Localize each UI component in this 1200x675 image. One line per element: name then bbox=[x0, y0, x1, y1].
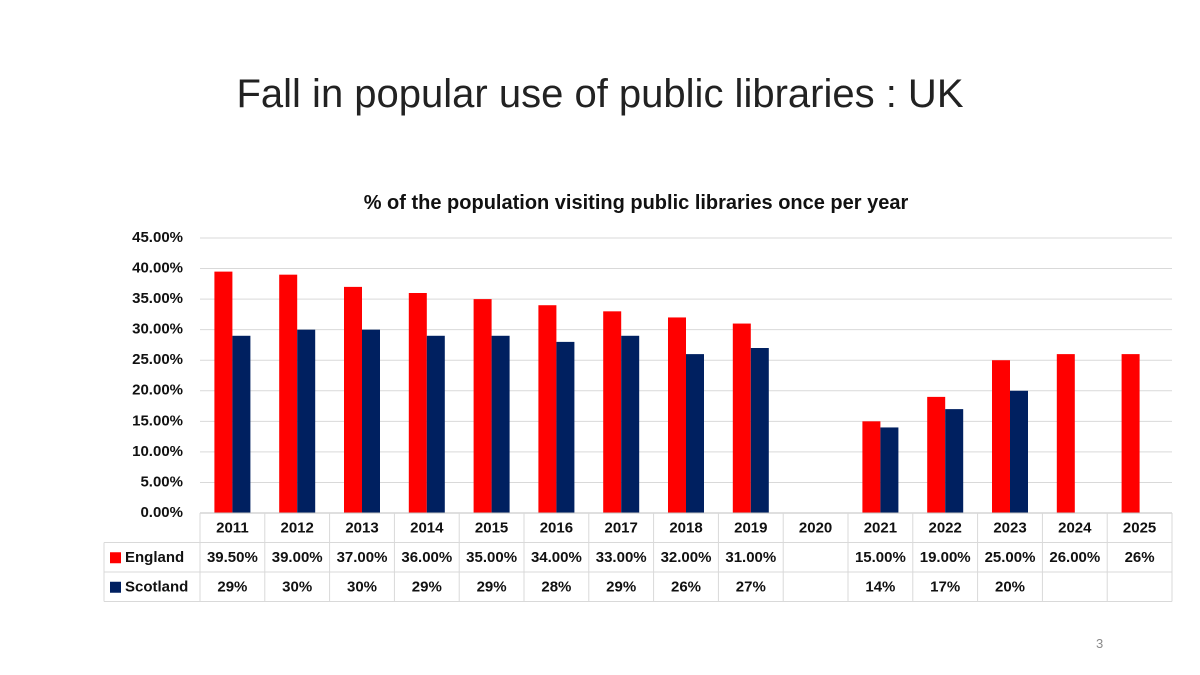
x-category-label: 2020 bbox=[799, 520, 832, 537]
data-label-scotland: 29% bbox=[606, 579, 636, 596]
data-label-scotland: 14% bbox=[865, 579, 895, 596]
y-tick-label: 0.00% bbox=[140, 504, 183, 521]
legend-label-scotland: Scotland bbox=[125, 579, 188, 596]
y-tick-label: 30.00% bbox=[132, 321, 183, 338]
data-label-scotland: 29% bbox=[477, 579, 507, 596]
bar-england-2013 bbox=[344, 286, 362, 513]
legend-key-england bbox=[110, 552, 121, 564]
data-label-scotland: 30% bbox=[282, 579, 312, 596]
x-category-label: 2016 bbox=[540, 520, 573, 537]
x-category-label: 2024 bbox=[1058, 520, 1092, 537]
chart-title: % of the population visiting public libr… bbox=[363, 192, 909, 214]
bar-scotland-2013 bbox=[362, 329, 380, 513]
x-category-label: 2022 bbox=[929, 520, 962, 537]
y-tick-label: 20.00% bbox=[132, 382, 183, 399]
slide-title: Fall in popular use of public libraries … bbox=[236, 72, 964, 116]
bar-scotland-2014 bbox=[426, 335, 445, 513]
x-category-label: 2014 bbox=[410, 520, 444, 537]
data-label-england: 39.00% bbox=[272, 549, 323, 566]
x-category-label: 2012 bbox=[281, 520, 314, 537]
bar-england-2018 bbox=[668, 317, 686, 513]
y-tick-label: 10.00% bbox=[132, 443, 183, 460]
data-label-england: 33.00% bbox=[596, 549, 647, 566]
data-label-scotland: 29% bbox=[217, 579, 247, 596]
x-category-label: 2025 bbox=[1123, 520, 1156, 537]
data-label-england: 39.50% bbox=[207, 549, 258, 566]
x-category-label: 2017 bbox=[605, 520, 638, 537]
bar-england-2025 bbox=[1121, 354, 1140, 513]
y-tick-label: 45.00% bbox=[132, 229, 183, 246]
slide-number: 3 bbox=[1096, 636, 1104, 651]
bar-england-2015 bbox=[473, 299, 492, 513]
x-category-label: 2015 bbox=[475, 520, 508, 537]
bar-scotland-2019 bbox=[750, 348, 769, 513]
bar-scotland-2017 bbox=[621, 335, 640, 513]
data-label-england: 19.00% bbox=[920, 549, 971, 566]
bar-england-2016 bbox=[538, 305, 557, 513]
bar-scotland-2023 bbox=[1010, 390, 1028, 513]
data-label-scotland: 20% bbox=[995, 579, 1025, 596]
data-label-england: 37.00% bbox=[337, 549, 388, 566]
bar-england-2011 bbox=[214, 271, 233, 513]
data-label-scotland: 27% bbox=[736, 579, 766, 596]
data-label-england: 26.00% bbox=[1049, 549, 1100, 566]
x-category-label: 2021 bbox=[864, 520, 897, 537]
data-label-england: 25.00% bbox=[985, 549, 1036, 566]
y-tick-label: 5.00% bbox=[140, 473, 183, 490]
x-category-label: 2013 bbox=[345, 520, 378, 537]
data-label-england: 15.00% bbox=[855, 549, 906, 566]
bar-england-2017 bbox=[603, 311, 622, 513]
x-category-label: 2018 bbox=[669, 520, 702, 537]
bar-scotland-2021 bbox=[880, 427, 899, 513]
x-category-label: 2023 bbox=[993, 520, 1026, 537]
data-label-england: 34.00% bbox=[531, 549, 582, 566]
bar-england-2022 bbox=[927, 396, 946, 513]
bar-england-2014 bbox=[408, 293, 427, 513]
bar-scotland-2012 bbox=[297, 329, 316, 513]
bar-england-2012 bbox=[279, 274, 298, 513]
legend-key-scotland bbox=[110, 581, 121, 593]
bar-scotland-2022 bbox=[945, 409, 964, 513]
y-tick-label: 40.00% bbox=[132, 260, 183, 277]
data-label-scotland: 28% bbox=[541, 579, 571, 596]
bar-england-2024 bbox=[1056, 354, 1075, 513]
data-label-england: 36.00% bbox=[401, 549, 452, 566]
y-tick-label: 35.00% bbox=[132, 290, 183, 307]
data-label-scotland: 30% bbox=[347, 579, 377, 596]
bar-england-2019 bbox=[732, 323, 751, 513]
x-category-label: 2019 bbox=[734, 520, 767, 537]
y-tick-label: 25.00% bbox=[132, 351, 183, 368]
bar-england-2021 bbox=[862, 421, 881, 513]
x-category-label: 2011 bbox=[216, 520, 249, 537]
bar-scotland-2018 bbox=[686, 354, 704, 513]
data-label-scotland: 29% bbox=[412, 579, 442, 596]
data-label-england: 32.00% bbox=[661, 549, 712, 566]
data-label-scotland: 26% bbox=[671, 579, 701, 596]
data-label-england: 35.00% bbox=[466, 549, 517, 566]
bar-england-2023 bbox=[992, 360, 1010, 513]
data-label-scotland: 17% bbox=[930, 579, 960, 596]
y-tick-label: 15.00% bbox=[132, 412, 183, 429]
data-label-england: 31.00% bbox=[725, 549, 776, 566]
bar-scotland-2015 bbox=[491, 335, 510, 513]
legend-label-england: England bbox=[125, 549, 184, 566]
bar-scotland-2011 bbox=[232, 335, 251, 513]
bar-scotland-2016 bbox=[556, 341, 575, 513]
data-label-england: 26% bbox=[1125, 549, 1155, 566]
